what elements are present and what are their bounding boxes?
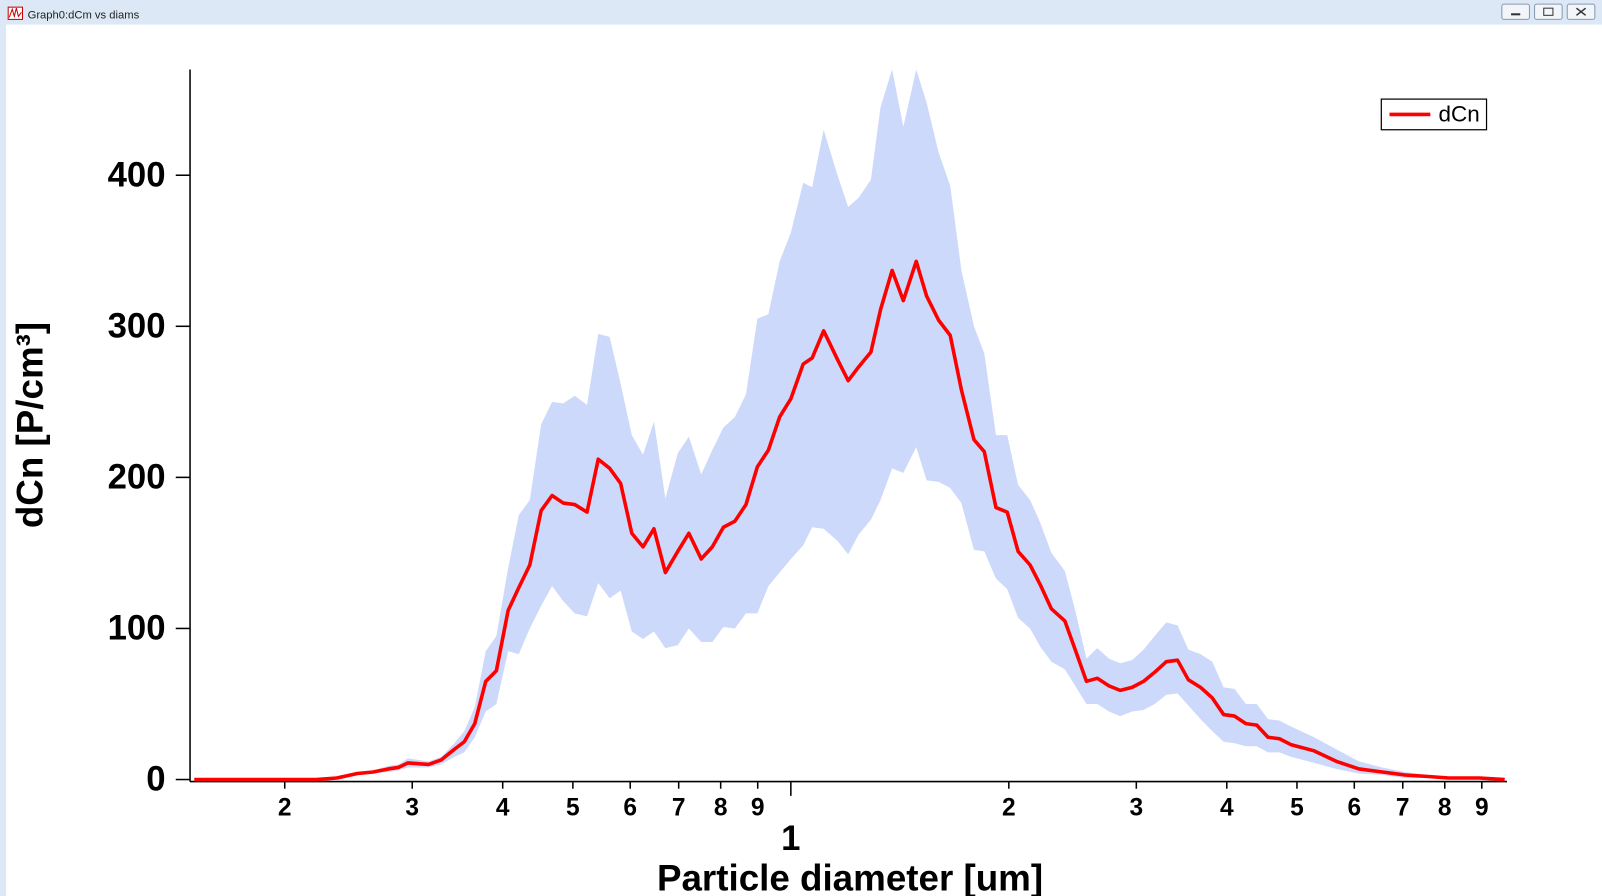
data-line [194,259,1505,782]
y-axis-label: dCn [P/cm³] [9,322,50,528]
x-tick-label: 4 [496,795,510,822]
minimize-button[interactable] [1501,3,1530,20]
error-band [194,69,1505,780]
x-tick-label: 1 [781,820,800,858]
x-tick-label: 6 [623,795,637,822]
x-tick-label: 2 [1002,795,1016,822]
x-tick-label: 5 [1290,795,1304,822]
y-tick-label: 300 [108,308,166,346]
x-tick-label: 2 [278,795,292,822]
x-tick-label: 3 [1130,795,1144,822]
window-icon-glyph [8,7,22,19]
restore-button[interactable] [1534,3,1563,20]
close-glyph [1575,7,1587,16]
x-tick-label: 4 [1220,795,1234,822]
x-tick-label: 8 [1438,795,1452,822]
y-tick-label: 200 [108,459,166,497]
title-bar [0,0,1602,25]
x-tick-label: 3 [405,795,419,822]
x-tick-label: 9 [1475,795,1489,822]
window-title: Graph0:dCm vs diams [28,9,140,21]
legend-label: dCn [1439,101,1480,126]
x-tick-label: 8 [714,795,728,822]
y-tick-label: 100 [108,610,166,648]
y-tick-label: 400 [108,156,166,194]
x-tick-label: 6 [1347,795,1361,822]
x-tick-label: 5 [566,795,580,822]
window-border [0,24,7,896]
x-tick-label: 9 [751,795,765,822]
x-tick-label: 7 [672,795,686,822]
x-axis-label: Particle diameter [um] [657,857,1043,896]
y-tick-label: 0 [146,761,165,799]
x-tick-label: 7 [1396,795,1410,822]
window-buttons[interactable] [1501,3,1596,20]
restore-glyph [1543,7,1554,16]
